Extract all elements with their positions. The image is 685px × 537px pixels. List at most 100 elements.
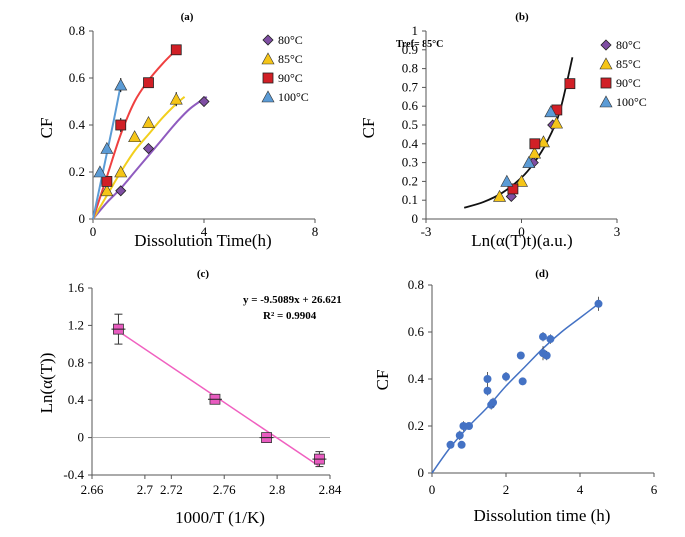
- panel-a-plot: 0 4 8 0 0.2 0.4 0.6 0.8: [69, 23, 319, 239]
- panel-b-legend-label-85: 85°C: [616, 57, 641, 71]
- panel-d-point: [483, 375, 492, 383]
- panel-b-y-tick-label: 1: [412, 23, 419, 38]
- panel-c-title: (c): [197, 268, 210, 280]
- panel-b-y-tick-label: 0.2: [402, 173, 418, 188]
- panel-c-r2: R² = 0.9904: [263, 310, 317, 322]
- panel-b-point-85: [536, 135, 550, 148]
- panel-b-legend-marker-80: [600, 39, 612, 51]
- panel-c-y-tick-label: 0.8: [68, 355, 84, 370]
- panel-b: (b) Tref= 85°C Ln(α(T)t)(a.u.) CF 80°C 85…: [359, 11, 647, 250]
- panel-a-y-tick-label: 0: [79, 211, 86, 226]
- panel-b-legend-marker-100: [599, 95, 613, 108]
- panel-a-y-tick-label: 0.6: [69, 70, 86, 85]
- panel-c-x-tick-label: 2.7: [137, 482, 154, 497]
- panel-b-y-tick-label: 0.1: [402, 192, 418, 207]
- panel-b-x-tick-label: -3: [421, 224, 432, 239]
- panel-b-point-100: [522, 155, 536, 168]
- panel-a-title: (a): [181, 11, 194, 23]
- panel-a-x-tick-label: 4: [201, 224, 208, 239]
- panel-b-xlabel: Ln(α(T)t)(a.u.): [471, 231, 572, 250]
- panel-b-point-90: [564, 78, 576, 90]
- panel-a-point-80: [115, 185, 127, 197]
- panel-a-legend-label-85: 85°C: [278, 52, 303, 66]
- panel-a-point-90: [101, 175, 113, 187]
- panel-b-point-85: [493, 189, 507, 202]
- panel-c-plot: 2.66 2.7 2.72 2.76 2.8 2.84 -0.4 0 0.4 0.8 1.2 1.6: [63, 280, 341, 497]
- panel-d-point: [446, 440, 455, 449]
- panel-b-y-tick-label: 0.5: [402, 117, 418, 132]
- panel-b-y-tick-label: 0.7: [402, 79, 419, 94]
- panel-c-equation: y = -9.5089x + 26.621: [243, 294, 342, 306]
- panel-b-legend-label-90: 90°C: [616, 76, 641, 90]
- panel-a-legend-marker-100: [261, 90, 275, 103]
- panel-b-x-tick-label: 3: [614, 224, 621, 239]
- panel-d-x-tick-label: 6: [651, 482, 658, 497]
- panel-a: (a) Dissolution Time(h) CF 80°C 85°C 90°C 1…: [37, 11, 318, 250]
- panel-a-legend-marker-80: [262, 34, 274, 46]
- panel-a-point-85: [100, 184, 114, 197]
- panel-a-legend-label-100: 100°C: [278, 90, 309, 104]
- panel-d-point: [465, 422, 473, 430]
- panel-d-xlabel: Dissolution time (h): [474, 506, 611, 525]
- panel-a-y-tick-label: 0.2: [69, 164, 85, 179]
- panel-d-point: [518, 377, 527, 386]
- panel-c-xlabel: 1000/T (1/K): [175, 508, 265, 527]
- panel-c-x-tick-label: 2.72: [160, 482, 183, 497]
- panel-a-fit-80: [92, 95, 208, 220]
- panel-a-legend-label-80: 80°C: [278, 33, 303, 47]
- panel-c-x-tick-label: 2.8: [269, 482, 285, 497]
- panel-d-fit-curve: [431, 303, 599, 474]
- panel-b-title: (b): [515, 11, 529, 23]
- panel-d-point: [483, 386, 492, 395]
- panel-d-y-tick-label: 0.4: [408, 371, 425, 386]
- panel-a-legend: 80°C 85°C 90°C 100°C: [261, 33, 309, 104]
- panel-b-legend: 80°C 85°C 90°C 100°C: [599, 38, 647, 109]
- panel-b-point-85: [550, 116, 564, 129]
- panel-b-legend-label-80: 80°C: [616, 38, 641, 52]
- panel-d-title: (d): [535, 268, 549, 280]
- panel-b-y-tick-label: 0.4: [402, 136, 419, 151]
- panel-a-x-tick-label: 0: [90, 224, 97, 239]
- panel-b-x-tick-label: 0: [518, 224, 525, 239]
- panel-a-point-85: [128, 130, 142, 143]
- panel-d-x-tick-label: 4: [577, 482, 584, 497]
- panel-c-x-tick-label: 2.66: [81, 482, 104, 497]
- panel-a-legend-label-90: 90°C: [278, 71, 303, 85]
- panel-a-point-80: [142, 142, 155, 155]
- panel-d-x-tick-label: 0: [429, 482, 436, 497]
- panel-b-point-100: [500, 174, 514, 187]
- panel-b-plot: -3 0 300.10.20.30.40.50.60.70.80.91: [402, 23, 621, 239]
- panel-a-point-100: [93, 165, 107, 178]
- panel-c-y-tick-label: 0.4: [68, 392, 85, 407]
- panel-a-point-80: [198, 95, 210, 108]
- panel-a-point-90: [143, 77, 154, 89]
- panel-a-point-85: [169, 92, 183, 105]
- panel-d-plot: 0 2 4 6 0 0.2 0.4 0.6 0.8: [408, 277, 658, 497]
- panel-c-x-tick-label: 2.76: [213, 482, 236, 497]
- panel-b-legend-marker-85: [599, 57, 613, 70]
- panel-a-legend-marker-90: [262, 72, 274, 84]
- panel-a-point-85: [141, 116, 156, 128]
- panel-a-y-tick-label: 0.4: [69, 117, 86, 132]
- panel-b-y-tick-label: 0.8: [402, 61, 418, 76]
- panel-b-y-tick-label: 0: [412, 211, 419, 226]
- panel-d-point: [459, 422, 468, 430]
- panel-b-point-100: [544, 105, 558, 118]
- panel-d-y-tick-label: 0.6: [408, 324, 425, 339]
- panel-d-ylabel: CF: [373, 370, 392, 391]
- panel-d-point: [594, 299, 603, 308]
- panel-b-legend-marker-90: [600, 77, 612, 89]
- panel-d: (d) Dissolution time (h) CF 0 2 4 600.20.40…: [373, 268, 658, 525]
- panel-d-point: [539, 332, 547, 341]
- panel-d-point: [457, 440, 466, 449]
- panel-d-point: [502, 372, 510, 381]
- panel-a-point-100: [114, 78, 128, 91]
- panel-c-x-tick-label: 2.84: [319, 482, 342, 497]
- panel-d-point: [516, 351, 525, 360]
- panel-c-ylabel: Ln(α(T)): [37, 353, 56, 414]
- panel-d-point: [455, 431, 464, 440]
- panel-a-point-85: [114, 165, 128, 178]
- panel-b-y-tick-label: 0.9: [402, 42, 418, 57]
- panel-b-annotation: Tref= 85°C: [396, 39, 443, 50]
- panel-a-point-90: [115, 119, 127, 131]
